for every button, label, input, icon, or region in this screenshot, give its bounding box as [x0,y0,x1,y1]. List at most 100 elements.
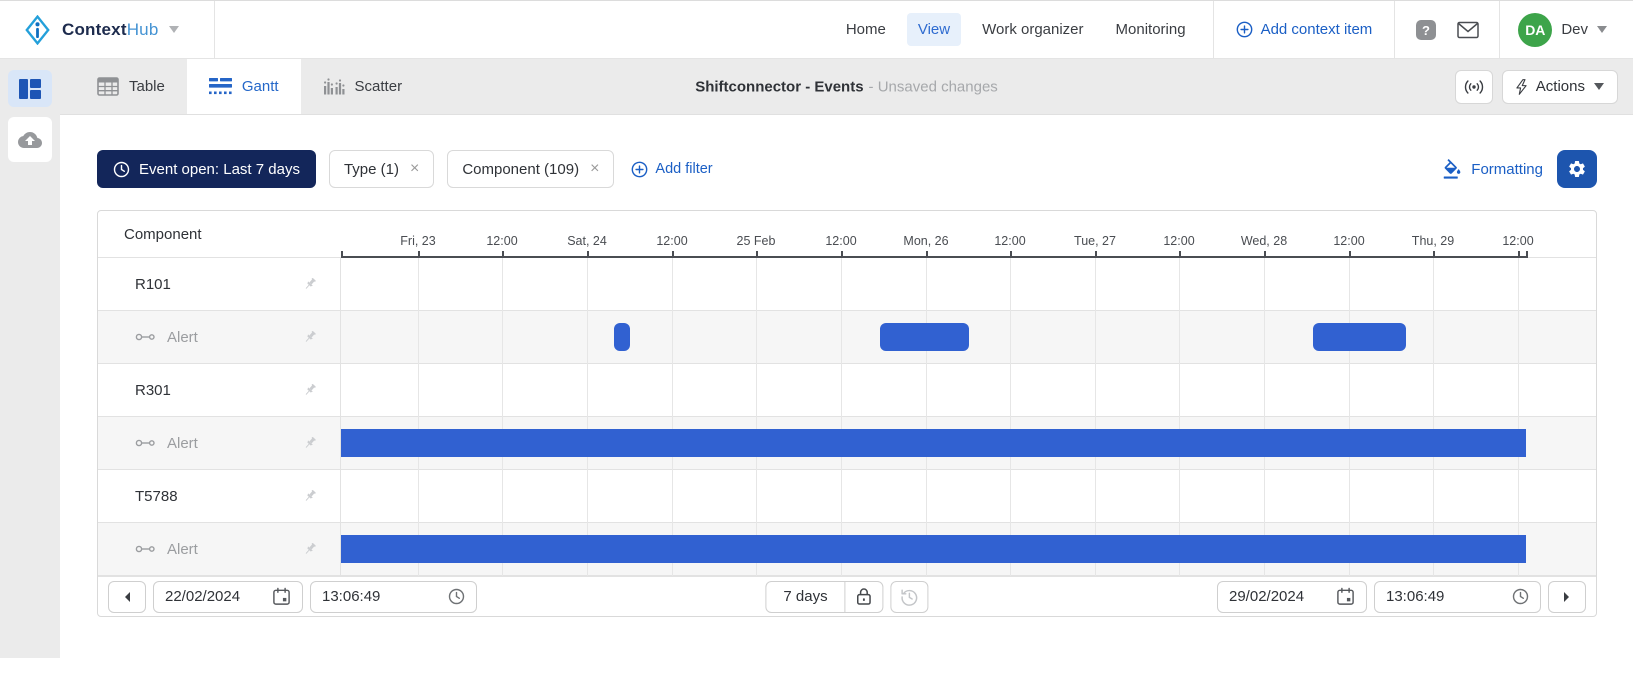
nav-item-monitoring[interactable]: Monitoring [1115,21,1186,38]
row-label-cell: R101 [98,258,341,310]
pin-icon[interactable] [302,541,318,557]
plus-circle-icon [1236,21,1253,38]
gantt-row-alert: Alert [98,523,1596,576]
lock-icon [856,587,873,606]
chevron-down-icon [1594,83,1604,90]
user-name: Dev [1561,21,1588,38]
row-timeline [341,311,1596,363]
pin-icon[interactable] [302,435,318,451]
broadcast-icon [1464,79,1484,95]
row-label: R101 [135,275,171,293]
main-nav: Home View Work organizer Monitoring [835,13,1197,46]
link-icon [135,544,156,554]
axis-tick [926,251,928,256]
nav-item-work-organizer[interactable]: Work organizer [982,21,1084,38]
row-label: Alert [167,434,198,452]
row-label-cell: T5788 [98,470,341,522]
axis-tick [1264,251,1266,256]
axis-tick [1349,251,1351,256]
help-icon[interactable]: ? [1415,19,1437,41]
view-title: Shiftconnector - Events - Unsaved changes [695,78,998,95]
history-icon [900,587,920,607]
gantt-icon [208,78,232,95]
axis-tick [1433,251,1435,256]
view-tabs: Table Gantt Scatter [75,59,424,114]
clock-icon [448,588,465,605]
dashboard-layout-button[interactable] [8,70,52,107]
avatar[interactable]: DA [1518,12,1553,47]
timeline-axis: Fri, 23 12:00 Sat, 24 12:00 25 Feb 12:00 Mon, … [341,211,1596,258]
nav-item-home[interactable]: Home [845,21,886,38]
chip-label: Component (109) [462,160,580,178]
plus-circle-icon [631,161,648,178]
actions-button[interactable]: Actions [1501,69,1618,104]
divider [1212,1,1214,58]
lock-duration-button[interactable] [844,581,883,612]
gantt-event-bar[interactable] [341,429,1526,457]
pan-left-button[interactable] [108,580,146,613]
pin-icon[interactable] [302,329,318,345]
pan-right-button[interactable] [1548,580,1586,613]
gantt-event-bar[interactable] [341,535,1526,563]
reset-range-button[interactable] [890,580,929,613]
tab-table[interactable]: Table [75,59,187,114]
pin-icon[interactable] [302,488,318,504]
axis-tick-label: 12:00 [1333,234,1365,248]
add-filter-button[interactable]: Add filter [631,161,713,178]
end-time-field[interactable]: 13:06:49 [1374,580,1541,613]
axis-tick-label: Tue, 27 [1074,234,1116,248]
gantt-event-bar[interactable] [1313,323,1406,351]
scatter-icon [323,77,345,96]
axis-tick-label: 12:00 [656,234,688,248]
axis-tick-label: Fri, 23 [400,234,436,248]
gear-icon [1567,159,1587,179]
duration-field[interactable]: 7 days [783,588,828,605]
divider [1394,1,1396,58]
cloud-upload-button[interactable] [8,117,52,162]
tab-label: Scatter [354,78,403,95]
gantt-event-bar[interactable] [880,323,969,351]
brand-area[interactable]: ContextHub [24,14,214,45]
axis-tick [672,251,674,256]
nav-item-view[interactable]: View [906,13,962,46]
row-label-cell: Alert [98,417,341,469]
formatting-button[interactable]: Formatting [1442,158,1543,180]
filter-chip-component-109-[interactable]: Component (109) × [447,150,615,188]
axis-tick-label: Wed, 28 [1240,234,1288,248]
duration-control: 7 days [765,580,884,613]
view-toolbar: Table Gantt Scatter Shiftconnector - Event… [60,59,1633,115]
add-context-item-button[interactable]: Add context item [1236,21,1372,38]
gantt-row-component: R301 [98,364,1596,417]
broadcast-button[interactable] [1454,69,1493,104]
user-menu[interactable]: DA Dev [1518,12,1607,47]
row-timeline [341,364,1596,416]
gantt-event-bar[interactable] [614,323,630,351]
axis-tick [1526,251,1528,256]
row-label-cell: Alert [98,311,341,363]
layout-icon [18,78,42,100]
time-filter-chip[interactable]: Event open: Last 7 days [97,150,316,188]
row-timeline [341,523,1596,575]
calendar-icon [272,587,291,606]
brand-name: ContextHub [62,19,159,39]
remove-filter-icon[interactable]: × [409,160,420,177]
tab-scatter[interactable]: Scatter [301,59,425,114]
brand-chevron-down-icon[interactable] [169,26,180,33]
settings-button[interactable] [1557,150,1597,188]
filter-chip-type-1-[interactable]: Type (1) × [328,150,435,188]
tab-gantt[interactable]: Gantt [186,59,301,114]
envelope-icon[interactable] [1457,21,1480,39]
axis-tick [587,251,589,256]
end-date-field[interactable]: 29/02/2024 [1217,580,1367,613]
pin-icon[interactable] [302,276,318,292]
pin-icon[interactable] [302,382,318,398]
remove-filter-icon[interactable]: × [590,160,600,177]
row-label: Alert [167,328,198,346]
chip-label: Type (1) [343,160,399,178]
start-date-field[interactable]: 22/02/2024 [153,580,303,613]
axis-tick [418,251,420,256]
component-column-header: Component [124,225,202,243]
start-time-field[interactable]: 13:06:49 [310,580,477,613]
row-label: Alert [167,540,198,558]
link-icon [135,332,156,342]
